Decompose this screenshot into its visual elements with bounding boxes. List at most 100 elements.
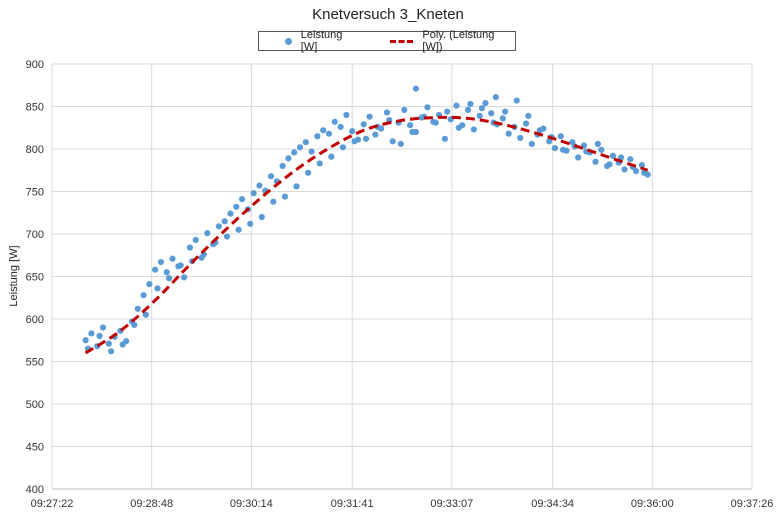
data-point [142,311,149,318]
data-point [186,244,194,251]
data-point [536,127,544,134]
y-tick-label: 800 [26,144,44,156]
data-point [505,130,512,137]
y-tick-label: 500 [26,399,44,411]
data-point [424,104,431,111]
data-point [238,196,246,203]
data-point [343,111,350,119]
data-point [108,348,115,355]
data-point [247,220,254,227]
data-point [383,109,391,116]
data-point [389,138,396,145]
data-point [134,305,141,312]
y-tick-label: 700 [26,229,44,241]
data-point [221,218,228,225]
data-point [360,121,367,128]
y-tick-label: 450 [26,442,44,454]
data-point [177,262,184,269]
legend-marker-dashed-line-icon [390,39,414,43]
data-point [513,97,520,104]
data-point [478,105,486,112]
x-tick-label: 09:33:07 [430,498,473,510]
data-point [314,133,321,140]
data-point [441,135,448,142]
data-point [215,223,222,230]
y-tick-label: 550 [26,357,44,369]
trendline-group [84,115,649,355]
data-point [502,108,509,115]
data-point [351,138,358,145]
y-tick-label: 400 [26,484,44,496]
data-point [82,337,89,344]
data-point [641,169,648,176]
data-point [499,115,506,122]
data-point [557,133,564,140]
data-point [267,173,275,180]
x-tick-label: 09:27:22 [31,498,74,510]
data-point [279,162,286,170]
chart-title: Knetversuch 3_Kneten [312,6,464,23]
data-point [305,169,312,176]
x-tick-label: 09:34:34 [531,498,574,510]
data-point [281,193,289,200]
legend-item-trend: Poly. (Leistung [W]) [360,29,515,53]
data-point [181,274,188,281]
data-point [165,275,173,282]
data-point [339,144,346,151]
data-point [617,154,625,161]
trendline [84,115,649,355]
data-point [99,324,107,331]
data-point [88,330,95,337]
data-point [627,156,634,163]
x-tick-label: 09:28:48 [130,498,173,510]
legend-item-scatter: Leistung [W] [259,29,360,53]
data-point [455,124,462,131]
data-point [293,183,300,190]
y-tick-label: 750 [26,187,44,199]
data-point [349,128,356,135]
data-point [606,161,613,168]
data-point [492,94,499,101]
data-point [575,154,582,161]
legend-label-scatter: Leistung [W] [300,29,343,53]
data-point [337,123,344,130]
data-point [146,281,153,288]
data-point [638,162,646,169]
data-point [633,168,640,175]
data-point [412,85,420,92]
data-point [559,146,567,153]
data-point [316,160,323,167]
data-point [154,285,161,292]
scatter-points [82,85,651,355]
legend-label-trend: Poly. (Leistung [W]) [422,29,495,53]
data-point [464,106,472,113]
x-tick-label: 09:31:41 [331,498,374,510]
data-point [320,127,327,134]
data-point [250,190,257,197]
data-point [285,155,292,162]
data-point [105,340,112,347]
data-point [470,126,477,133]
data-point [233,203,240,210]
y-tick-label: 850 [26,102,44,114]
data-point [488,110,495,117]
data-point [291,149,298,156]
legend-marker-dot-icon [285,37,292,45]
x-tick-label: 09:30:14 [230,498,273,510]
data-point [163,269,170,276]
data-point [551,145,559,152]
data-point [227,210,234,217]
data-point [372,131,379,138]
data-point [407,122,414,129]
data-point [192,236,199,244]
data-point [517,134,524,142]
data-point [308,148,315,155]
gridlines [51,63,753,490]
y-axis-label: Leistung [W] [8,245,20,306]
data-point [258,213,265,221]
data-point [223,233,231,240]
data-point [96,332,103,340]
data-point [598,146,605,153]
data-point [331,118,338,125]
